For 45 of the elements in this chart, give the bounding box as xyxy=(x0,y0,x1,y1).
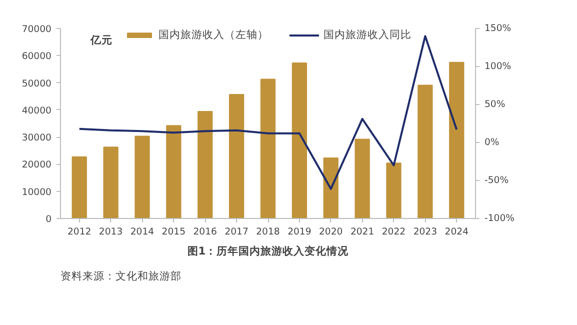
bar xyxy=(228,94,244,218)
bar xyxy=(418,84,433,218)
bar xyxy=(323,157,338,218)
x-tick-label: 2022 xyxy=(382,226,406,238)
x-tick-label: 2016 xyxy=(193,226,218,238)
x-tick-label: 2019 xyxy=(288,226,312,238)
text: 图1：历年国内旅游收入变化情况 xyxy=(187,244,350,258)
y-tick-label: 60000 xyxy=(22,51,52,62)
bar xyxy=(260,78,276,218)
bar xyxy=(386,162,402,218)
x-tick-label: 2021 xyxy=(350,226,374,238)
x-tick-label: 2023 xyxy=(413,226,438,238)
x-tick-label: 2018 xyxy=(256,226,280,238)
legend-label: 国内旅游收入同比 xyxy=(324,28,412,42)
y-tick-label: 50000 xyxy=(22,78,52,90)
y-tick-label: 40000 xyxy=(22,105,52,116)
bar xyxy=(354,138,370,218)
y-tick-label: 30000 xyxy=(22,132,52,144)
y2-tick-label: 50% xyxy=(484,99,506,110)
x-tick-label: 2017 xyxy=(224,226,248,238)
y-tick-label: 20000 xyxy=(22,160,52,171)
y2-tick-label: 150% xyxy=(484,23,512,34)
y2-tick-label: -100% xyxy=(484,213,515,224)
bar xyxy=(166,125,182,218)
x-tick-label: 2013 xyxy=(98,226,123,238)
y2-tick-label: -50% xyxy=(484,175,509,186)
bar xyxy=(103,146,118,218)
y2-tick-label: 100% xyxy=(484,61,512,72)
x-tick-label: 2024 xyxy=(444,226,469,238)
x-tick-label: 2014 xyxy=(130,226,154,238)
y2-tick-label: 0% xyxy=(484,137,500,148)
y-axis-title: 亿元 xyxy=(90,34,112,46)
bar xyxy=(198,111,213,218)
y-tick-label: 10000 xyxy=(22,186,52,198)
bar xyxy=(134,136,150,218)
y-tick-label: 0 xyxy=(46,214,52,225)
text: 资料来源：文化和旅游部 xyxy=(60,270,182,282)
legend-label: 国内旅游收入（左轴） xyxy=(158,28,268,42)
bar xyxy=(449,62,464,218)
x-tick-label: 2020 xyxy=(319,226,343,238)
x-tick-label: 2012 xyxy=(67,226,92,238)
bar xyxy=(292,62,308,218)
bar xyxy=(72,156,87,218)
x-tick-label: 2015 xyxy=(162,226,186,238)
y-tick-label: 70000 xyxy=(22,24,52,35)
